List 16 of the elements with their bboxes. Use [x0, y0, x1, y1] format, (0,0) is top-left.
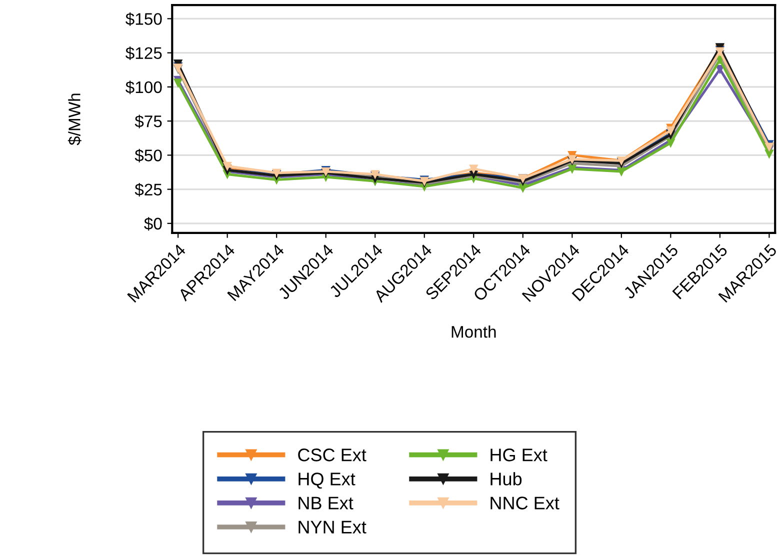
- legend-label: NB Ext: [298, 496, 354, 510]
- legend-label: HG Ext: [490, 448, 548, 462]
- legend-label: CSC Ext: [298, 448, 366, 462]
- y-tick-label: $75: [134, 114, 162, 128]
- y-tick-label: $100: [126, 80, 162, 94]
- y-axis-title: $/MWh: [68, 94, 82, 146]
- legend-label: NYN Ext: [298, 520, 366, 534]
- y-tick-label: $50: [134, 148, 162, 162]
- y-tick-label: $0: [144, 217, 162, 231]
- y-tick-label: $150: [126, 12, 162, 26]
- y-tick-label: $125: [126, 46, 162, 60]
- y-tick-label: $25: [134, 182, 162, 196]
- x-axis-title: Month: [452, 326, 496, 338]
- legend-label: NNC Ext: [490, 496, 560, 510]
- legend-label: Hub: [490, 472, 522, 486]
- legend-label: HQ Ext: [298, 472, 356, 489]
